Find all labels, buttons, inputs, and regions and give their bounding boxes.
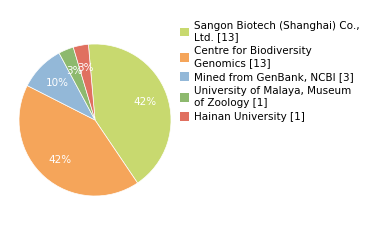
Wedge shape [89,44,171,183]
Text: 3%: 3% [77,63,93,73]
Legend: Sangon Biotech (Shanghai) Co.,
Ltd. [13], Centre for Biodiversity
Genomics [13],: Sangon Biotech (Shanghai) Co., Ltd. [13]… [180,21,359,122]
Wedge shape [73,44,95,120]
Wedge shape [59,47,95,120]
Text: 3%: 3% [66,66,83,76]
Text: 42%: 42% [48,155,71,165]
Text: 10%: 10% [46,78,68,88]
Text: 42%: 42% [134,97,157,107]
Wedge shape [27,53,95,120]
Wedge shape [19,86,138,196]
